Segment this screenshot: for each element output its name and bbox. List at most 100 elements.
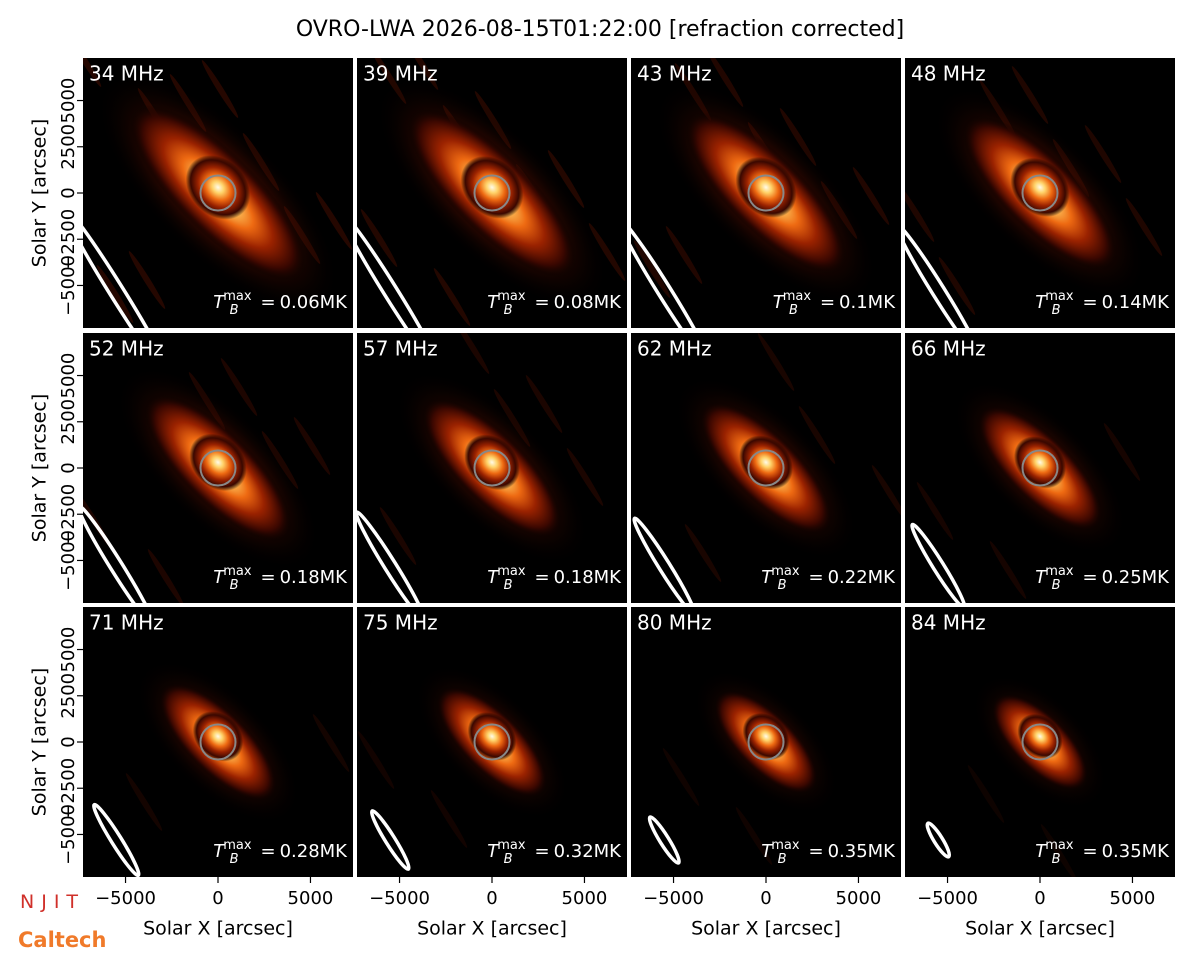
beam [925, 821, 952, 859]
tmax-value: 0.1MK [839, 292, 896, 313]
streak [433, 268, 471, 326]
streak [916, 482, 954, 540]
frequency-label: 62 MHz [637, 337, 712, 361]
tmax-value: 0.35MK [828, 841, 897, 862]
x-tick-label: 5000 [562, 888, 608, 909]
x-axis-label: Solar X [arcsec] [417, 918, 567, 940]
x-axis-label: Solar X [arcsec] [691, 918, 841, 940]
panel: 84 MHz Tmax B = 0.35MK [905, 607, 1175, 877]
solar-disk [199, 174, 237, 212]
streak [201, 60, 239, 118]
y-axis-label: Solar Y [arcsec] [29, 394, 51, 542]
panel: 80 MHz Tmax B = 0.35MK [631, 607, 901, 877]
y-tick-label: 2500 [58, 399, 79, 445]
y-tick-label: 5000 [58, 627, 79, 673]
solar-disk [1021, 449, 1059, 487]
tmax-sup: max [223, 564, 252, 579]
tmax-sub: B [1052, 852, 1061, 867]
emission-core [742, 712, 790, 760]
y-tick-label: −2500 [58, 484, 79, 545]
y-tick-label: 5000 [58, 353, 79, 399]
tmax-eq: = [820, 292, 835, 313]
tmax-value: 0.18MK [280, 567, 349, 588]
panel: 71 MHz Tmax B = 0.28MK [83, 607, 353, 877]
tmax-eq: = [260, 841, 275, 862]
y-axis-label: Solar Y [arcsec] [29, 668, 51, 816]
tmax-label: Tmax B = 0.35MK [1035, 838, 1170, 867]
y-tick-label: 0 [58, 736, 79, 747]
beam [92, 802, 141, 877]
tmax-symbol: T [213, 841, 226, 862]
streak [360, 209, 398, 267]
y-tick-label: −2500 [58, 209, 79, 270]
tmax-eq: = [534, 567, 549, 588]
streak [379, 507, 417, 565]
tmax-symbol: T [761, 567, 774, 588]
beam [83, 204, 172, 328]
tmax-sup: max [497, 289, 526, 304]
y-tick-label: −2500 [58, 758, 79, 819]
tmax-value: 0.32MK [554, 841, 623, 862]
tmax-symbol: T [487, 567, 500, 588]
x-tick-label: 0 [486, 888, 497, 909]
frequency-label: 34 MHz [89, 62, 164, 86]
tmax-eq: = [534, 841, 549, 862]
tmax-label: Tmax B = 0.14MK [1035, 289, 1170, 318]
panel: 57 MHz Tmax B = 0.18MK [357, 333, 627, 603]
panel: 62 MHz Tmax B = 0.22MK [631, 333, 901, 603]
streak [401, 58, 439, 90]
streak [735, 807, 773, 865]
tmax-symbol: T [773, 292, 786, 313]
tmax-sub: B [778, 578, 787, 593]
streak [452, 333, 490, 374]
beam [905, 222, 982, 328]
streak [125, 773, 163, 831]
emission-core [460, 155, 524, 219]
tmax-label: Tmax B = 0.18MK [213, 564, 348, 593]
solar-disk [199, 723, 237, 761]
tmax-label: Tmax B = 0.08MK [487, 289, 622, 318]
tmax-sup: max [223, 838, 252, 853]
frequency-label: 52 MHz [89, 337, 164, 361]
tmax-sup: max [771, 564, 800, 579]
tmax-sub: B [230, 852, 239, 867]
streak [684, 524, 722, 582]
streak [662, 748, 700, 806]
x-tick-label: 5000 [1110, 888, 1156, 909]
panel: 43 MHz Tmax B = 0.1MK [631, 58, 901, 328]
tmax-eq: = [1082, 841, 1097, 862]
tmax-eq: = [1082, 292, 1097, 313]
frequency-label: 75 MHz [363, 611, 438, 635]
streak [566, 448, 604, 506]
x-tick-label: −5000 [369, 888, 430, 909]
tmax-value: 0.35MK [1102, 841, 1171, 862]
x-tick-label: −5000 [643, 888, 704, 909]
solar-disk [473, 174, 511, 212]
y-tick-label: −5000 [58, 530, 79, 591]
logo-caltech: Caltech [18, 928, 106, 952]
tmax-sup: max [497, 838, 526, 853]
tmax-symbol: T [213, 567, 226, 588]
tmax-eq: = [808, 841, 823, 862]
streak [293, 417, 331, 475]
frequency-label: 84 MHz [911, 611, 986, 635]
streak [905, 184, 935, 242]
x-tick-label: −5000 [95, 888, 156, 909]
tmax-symbol: T [487, 841, 500, 862]
streak [871, 465, 901, 523]
streak [938, 257, 976, 315]
streak [1103, 423, 1141, 481]
streak [798, 406, 836, 464]
beam [83, 504, 156, 603]
beam [632, 516, 697, 603]
tmax-label: Tmax B = 0.25MK [1035, 564, 1170, 593]
tmax-value: 0.08MK [554, 292, 623, 313]
tmax-symbol: T [1035, 567, 1048, 588]
logo-njit: NJIT [20, 891, 85, 913]
tmax-sub: B [230, 578, 239, 593]
panel: 34 MHz Tmax B = 0.06MK [83, 58, 353, 328]
tmax-sub: B [789, 303, 798, 318]
tmax-eq: = [260, 567, 275, 588]
y-tick-label: 5000 [58, 78, 79, 124]
solar-disk [747, 723, 785, 761]
